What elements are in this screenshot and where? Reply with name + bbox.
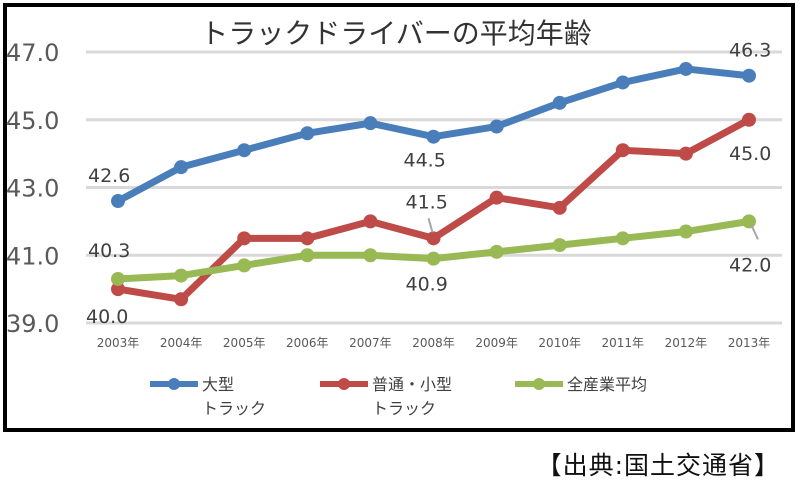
data-point xyxy=(615,75,630,90)
x-tick-label: 2009年 xyxy=(475,336,518,350)
data-label: 42.0 xyxy=(729,254,771,276)
data-point xyxy=(678,61,693,76)
x-tick-label: 2010年 xyxy=(538,336,581,350)
leader-line xyxy=(750,223,759,240)
data-point xyxy=(742,68,756,83)
x-tick-label: 2012年 xyxy=(665,336,708,350)
data-point xyxy=(237,231,252,246)
data-point xyxy=(552,95,567,110)
x-tick-label: 2011年 xyxy=(602,336,645,350)
source-citation: 【出典:国土交通省】 xyxy=(536,451,780,480)
x-tick-label: 2013年 xyxy=(728,336,771,350)
legend-label: 全産業平均 xyxy=(567,375,647,394)
x-tick-label: 2007年 xyxy=(349,336,392,350)
data-labels: 42.6 44.5 46.3 40.0 41.5 45.0 40.3 40.9 42.0 xyxy=(86,40,771,328)
x-tick-label: 2004年 xyxy=(160,336,203,350)
data-point xyxy=(489,244,504,259)
legend-marker xyxy=(168,378,180,390)
data-point xyxy=(426,129,441,144)
x-tick-label: 2003年 xyxy=(97,336,140,350)
legend-label: トラック xyxy=(372,399,436,418)
data-point xyxy=(742,214,756,229)
data-label: 46.3 xyxy=(729,40,771,62)
series-line-2 xyxy=(117,217,750,283)
y-tick-label: 43.0 xyxy=(6,175,59,203)
data-point xyxy=(363,116,378,131)
data-point xyxy=(174,268,189,283)
data-label: 42.6 xyxy=(88,165,130,187)
x-tick-label: 2005年 xyxy=(223,336,266,350)
data-point xyxy=(426,251,441,266)
legend-marker xyxy=(338,378,350,390)
data-point xyxy=(111,282,125,297)
data-point xyxy=(363,248,378,263)
series-lines xyxy=(111,61,756,307)
data-point xyxy=(363,214,378,229)
legend-marker xyxy=(533,378,545,390)
data-label: 40.3 xyxy=(88,240,130,262)
data-point xyxy=(678,146,693,161)
x-tick-label: 2008年 xyxy=(412,336,455,350)
data-point xyxy=(111,271,125,286)
data-label: 44.5 xyxy=(404,150,446,172)
data-point xyxy=(300,126,315,141)
data-point xyxy=(678,224,693,239)
data-label: 40.0 xyxy=(86,306,128,328)
chart-title: トラックドライバーの平均年齢 xyxy=(200,17,591,50)
data-point xyxy=(174,292,189,307)
data-point xyxy=(615,143,630,158)
data-point xyxy=(300,248,315,263)
data-point xyxy=(426,231,441,246)
data-point xyxy=(237,258,252,273)
data-point xyxy=(489,190,504,205)
leader-line xyxy=(427,218,434,233)
data-label: 41.5 xyxy=(406,191,448,213)
y-tick-label: 45.0 xyxy=(6,107,59,135)
data-point xyxy=(742,112,756,127)
data-label: 45.0 xyxy=(729,143,771,165)
y-tick-label: 47.0 xyxy=(6,39,59,67)
line-chart: トラックドライバーの平均年齢 39.0 41.0 43.0 45.0 47.0 2003… xyxy=(6,17,782,418)
x-tick-label: 2006年 xyxy=(286,336,329,350)
data-point xyxy=(237,143,252,158)
data-point xyxy=(615,231,630,246)
data-point xyxy=(489,119,504,134)
data-point xyxy=(552,200,567,215)
data-label: 40.9 xyxy=(406,274,448,296)
x-axis-labels: 2003年 2004年 2005年 2006年 2007年 2008年 2009年 2010年… xyxy=(97,336,771,350)
legend-label: トラック xyxy=(202,399,266,418)
legend-label: 大型 xyxy=(202,375,234,394)
legend-label: 普通・小型 xyxy=(372,375,452,394)
y-tick-label: 41.0 xyxy=(6,242,59,270)
y-tick-label: 39.0 xyxy=(6,310,59,338)
data-point xyxy=(111,194,125,209)
data-point xyxy=(552,238,567,253)
data-point xyxy=(174,160,189,175)
data-point xyxy=(300,231,315,246)
y-axis-labels: 39.0 41.0 43.0 45.0 47.0 xyxy=(6,39,59,338)
